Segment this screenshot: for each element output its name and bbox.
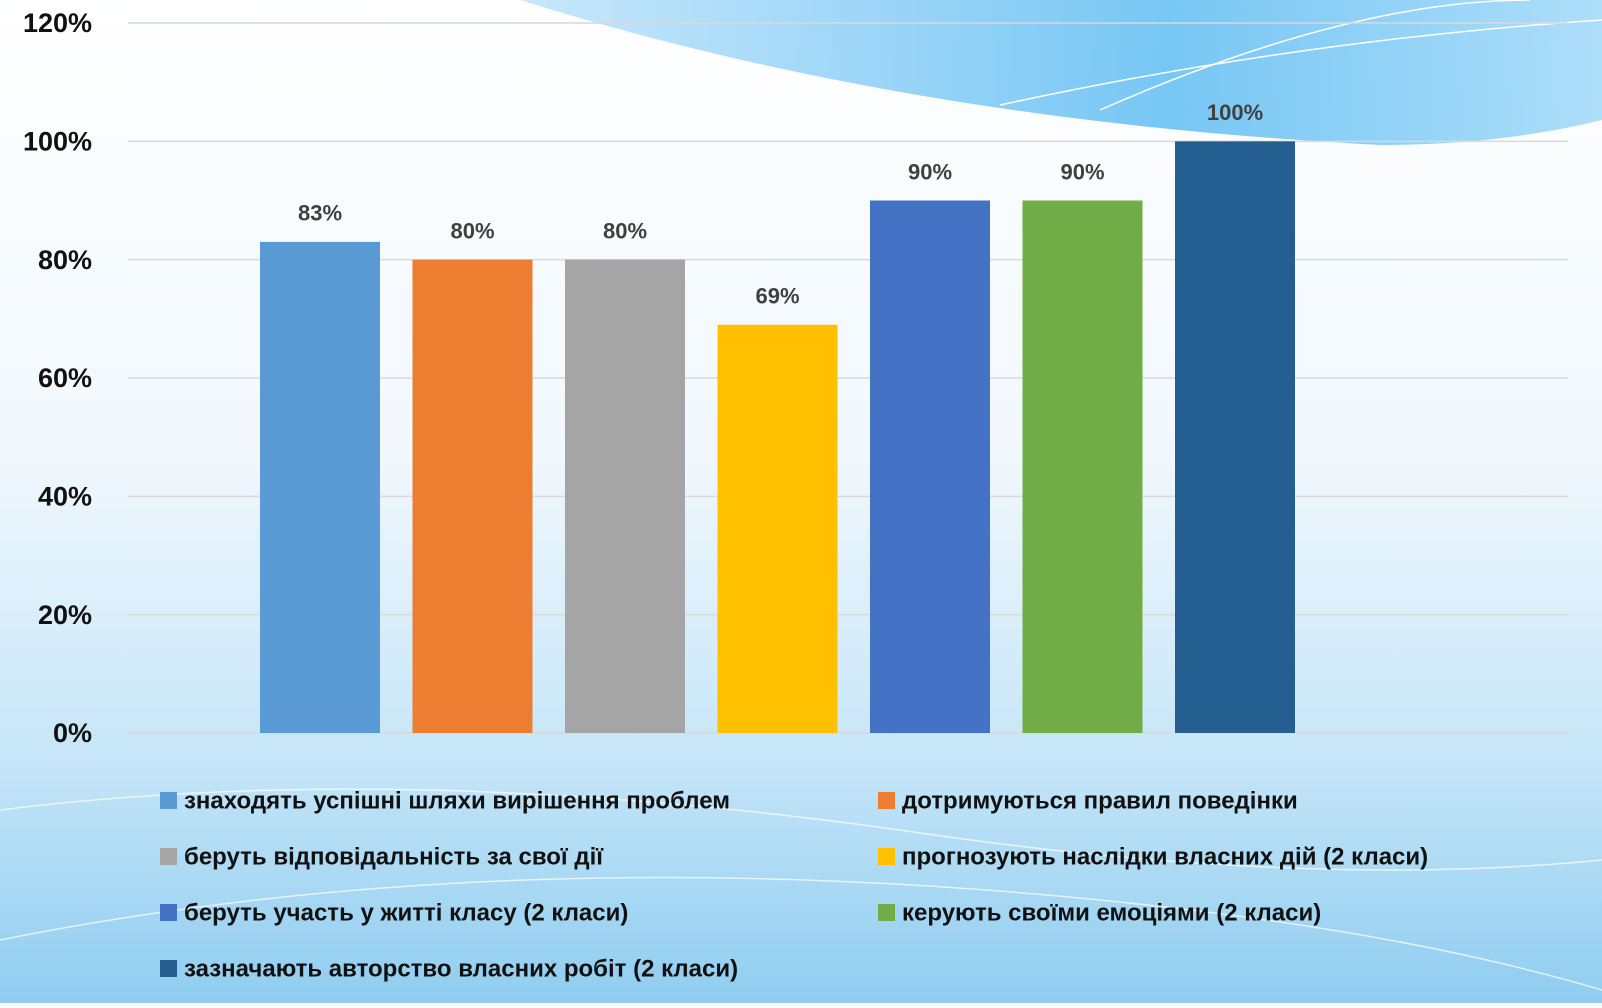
- legend-label: беруть участь у житті класу (2 класи): [184, 899, 628, 926]
- y-tick-label: 0%: [53, 718, 92, 748]
- bar: [718, 325, 838, 733]
- legend-swatch: [160, 848, 177, 865]
- legend-label: зазначають авторство власних робіт (2 кл…: [184, 955, 738, 982]
- legend-swatch: [878, 904, 895, 921]
- bar: [1023, 201, 1143, 734]
- legend-swatch: [878, 792, 895, 809]
- y-tick-label: 100%: [23, 126, 92, 156]
- legend-swatch: [160, 792, 177, 809]
- legend-swatch: [160, 960, 177, 977]
- bar: [1175, 141, 1295, 733]
- value-label: 69%: [755, 284, 799, 309]
- bar: [565, 260, 685, 733]
- y-tick-label: 40%: [38, 481, 92, 511]
- value-label: 80%: [450, 218, 494, 243]
- legend-label: беруть відповідальність за свої дії: [184, 843, 604, 870]
- y-tick-label: 20%: [38, 600, 92, 630]
- legend-label: знаходять успішні шляхи вирішення пробле…: [184, 787, 730, 814]
- y-tick-label: 60%: [38, 363, 92, 393]
- legend-swatch: [160, 904, 177, 921]
- chart: 0% 20% 40% 60% 80% 100% 120% 83% 80% 80% 69% 90% 90%…: [0, 0, 1602, 1003]
- value-label: 83%: [298, 201, 342, 226]
- value-label: 100%: [1207, 100, 1263, 125]
- bar: [260, 242, 380, 733]
- legend-label: керують своїми емоціями (2 класи): [902, 899, 1321, 926]
- y-tick-label: 80%: [38, 245, 92, 275]
- value-label: 90%: [1060, 159, 1104, 184]
- legend-label: дотримуються правил поведінки: [902, 787, 1298, 814]
- y-tick-label: 120%: [23, 8, 92, 38]
- legend-swatch: [878, 848, 895, 865]
- legend-label: прогнозують наслідки власних дій (2 клас…: [902, 843, 1428, 870]
- bar: [413, 260, 533, 733]
- bar: [870, 201, 990, 734]
- value-label: 90%: [908, 159, 952, 184]
- value-label: 80%: [603, 218, 647, 243]
